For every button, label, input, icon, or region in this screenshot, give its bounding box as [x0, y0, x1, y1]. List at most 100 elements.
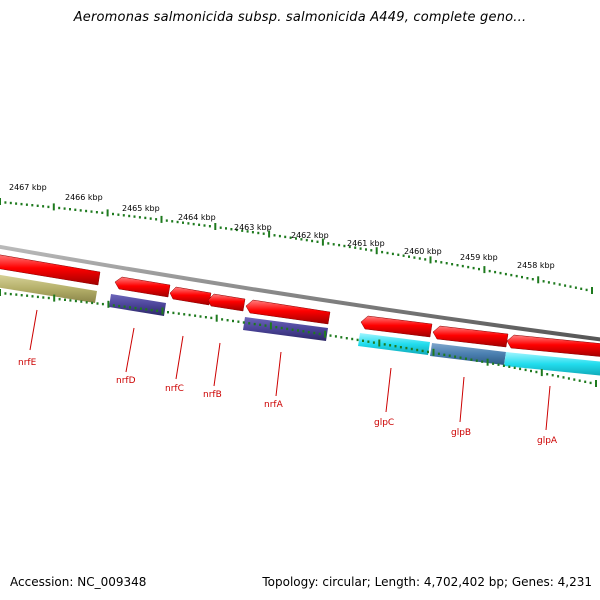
inner-ruler-minor-tick [188, 313, 191, 317]
inner-ruler-minor-tick [259, 323, 262, 326]
kbp-label: 2460 kbp [404, 247, 442, 256]
outer-ruler-minor-tick [521, 275, 523, 279]
leader-nrfB [213, 342, 221, 387]
inner-ruler-minor-tick [443, 353, 446, 356]
outer-ruler-minor-tick [138, 216, 141, 219]
inner-ruler-minor-tick [334, 335, 337, 338]
outer-ruler-minor-tick [456, 264, 459, 267]
inner-ruler-major-tick [215, 314, 218, 322]
inner-ruler-minor-tick [345, 337, 348, 340]
outer-ruler-major-tick [106, 209, 109, 217]
inner-ruler-minor-tick [101, 302, 104, 306]
inner-ruler-minor-tick [307, 331, 310, 334]
inner-ruler-minor-tick [9, 292, 12, 296]
outer-ruler-minor-tick [569, 285, 572, 288]
inner-ruler-minor-tick [492, 362, 495, 365]
outer-ruler-minor-tick [149, 217, 152, 220]
leader-nrfA [275, 351, 282, 397]
outer-ruler-minor-tick [402, 254, 405, 257]
gene-label-nrfB: nrfB [203, 390, 222, 400]
outer-ruler-minor-tick [413, 256, 416, 259]
gene-label-nrfC: nrfC [165, 384, 184, 394]
outer-ruler-minor-tick [558, 283, 561, 286]
inner-ruler-minor-tick [584, 380, 587, 383]
gene-arrow-nrfE [0, 254, 101, 286]
inner-ruler-minor-tick [150, 308, 153, 312]
inner-ruler-minor-tick [372, 341, 375, 344]
inner-ruler-minor-tick [275, 326, 278, 329]
outer-ruler-minor-tick [504, 272, 507, 276]
outer-ruler-major-tick [52, 203, 55, 211]
inner-ruler-minor-tick [85, 301, 88, 304]
outer-ruler-minor-tick [176, 220, 179, 224]
inner-ruler-minor-tick [475, 359, 478, 362]
outer-ruler-minor-tick [79, 209, 82, 212]
inner-ruler-minor-tick [204, 316, 207, 319]
outer-ruler-minor-tick [338, 243, 341, 247]
gene-arrow-nrfB [207, 293, 246, 312]
outer-ruler-minor-tick [58, 206, 61, 210]
inner-ruler-minor-tick [399, 346, 402, 349]
inner-ruler-minor-tick [481, 360, 484, 363]
outer-ruler-minor-tick [311, 239, 314, 243]
inner-ruler-minor-tick [210, 316, 213, 320]
inner-ruler-minor-tick [139, 307, 142, 310]
inner-ruler-major-tick [595, 380, 597, 387]
inner-ruler-minor-tick [302, 330, 305, 333]
outer-ruler-major-tick [429, 256, 432, 264]
inner-ruler-minor-tick [573, 378, 576, 381]
outer-ruler-minor-tick [15, 202, 18, 205]
outer-ruler-minor-tick [117, 213, 120, 216]
genome-backbone [0, 244, 600, 342]
outer-ruler-minor-tick [241, 229, 244, 232]
inner-ruler-minor-tick [58, 298, 61, 301]
inner-ruler-minor-tick [286, 327, 289, 331]
outer-ruler-minor-tick [564, 284, 567, 287]
outer-ruler-major-tick [537, 276, 540, 284]
outer-ruler-minor-tick [42, 205, 45, 208]
outer-ruler-major-tick [321, 238, 324, 246]
outer-ruler-minor-tick [74, 208, 77, 211]
inner-ruler-major-tick [486, 358, 489, 366]
kbp-label: 2462 kbp [291, 231, 329, 240]
outer-ruler-minor-tick [440, 261, 443, 264]
gene-label-glpA: glpA [537, 436, 558, 446]
outer-ruler-major-tick [591, 287, 593, 294]
inner-ruler-minor-tick [91, 301, 94, 305]
inner-ruler-minor-tick [264, 324, 267, 327]
outer-ruler-minor-tick [262, 232, 265, 235]
inner-ruler-minor-tick [74, 299, 77, 303]
inner-ruler-major-tick [107, 300, 110, 308]
inner-ruler-minor-tick [47, 296, 50, 300]
outer-ruler-minor-tick [31, 204, 34, 207]
outer-ruler-minor-tick [305, 238, 308, 242]
outer-ruler-minor-tick [408, 255, 410, 258]
outer-ruler-minor-tick [289, 236, 292, 239]
outer-kbp-ruler [0, 198, 593, 294]
inner-ruler-minor-tick [329, 334, 332, 337]
inner-ruler-minor-tick [194, 314, 197, 317]
outer-ruler-minor-tick [225, 227, 227, 230]
kbp-label: 2464 kbp [178, 213, 216, 222]
inner-ruler-minor-tick [232, 319, 234, 323]
gene-arrow-nrfD [114, 276, 171, 298]
inner-ruler-minor-tick [237, 320, 240, 323]
outer-ruler-minor-tick [36, 204, 39, 207]
inner-ruler-major-tick [53, 294, 56, 302]
inner-ruler-minor-tick [394, 345, 397, 348]
outer-ruler-minor-tick [25, 203, 28, 206]
outer-ruler-minor-tick [445, 262, 448, 265]
inner-ruler-minor-tick [562, 376, 565, 379]
leader-glpB [459, 376, 465, 423]
outer-ruler-minor-tick [251, 231, 254, 234]
inner-ruler-minor-tick [459, 356, 462, 359]
outer-ruler-minor-tick [273, 234, 276, 237]
outer-ruler-major-tick [483, 266, 486, 274]
inner-ruler-minor-tick [405, 346, 408, 350]
inner-ruler-minor-tick [448, 354, 451, 357]
cog-bar-nrfD [109, 294, 166, 316]
inner-ruler-minor-tick [42, 296, 45, 299]
kbp-label: 2465 kbp [122, 204, 160, 213]
inner-ruler-major-tick [378, 339, 381, 347]
outer-ruler-minor-tick [112, 212, 114, 216]
